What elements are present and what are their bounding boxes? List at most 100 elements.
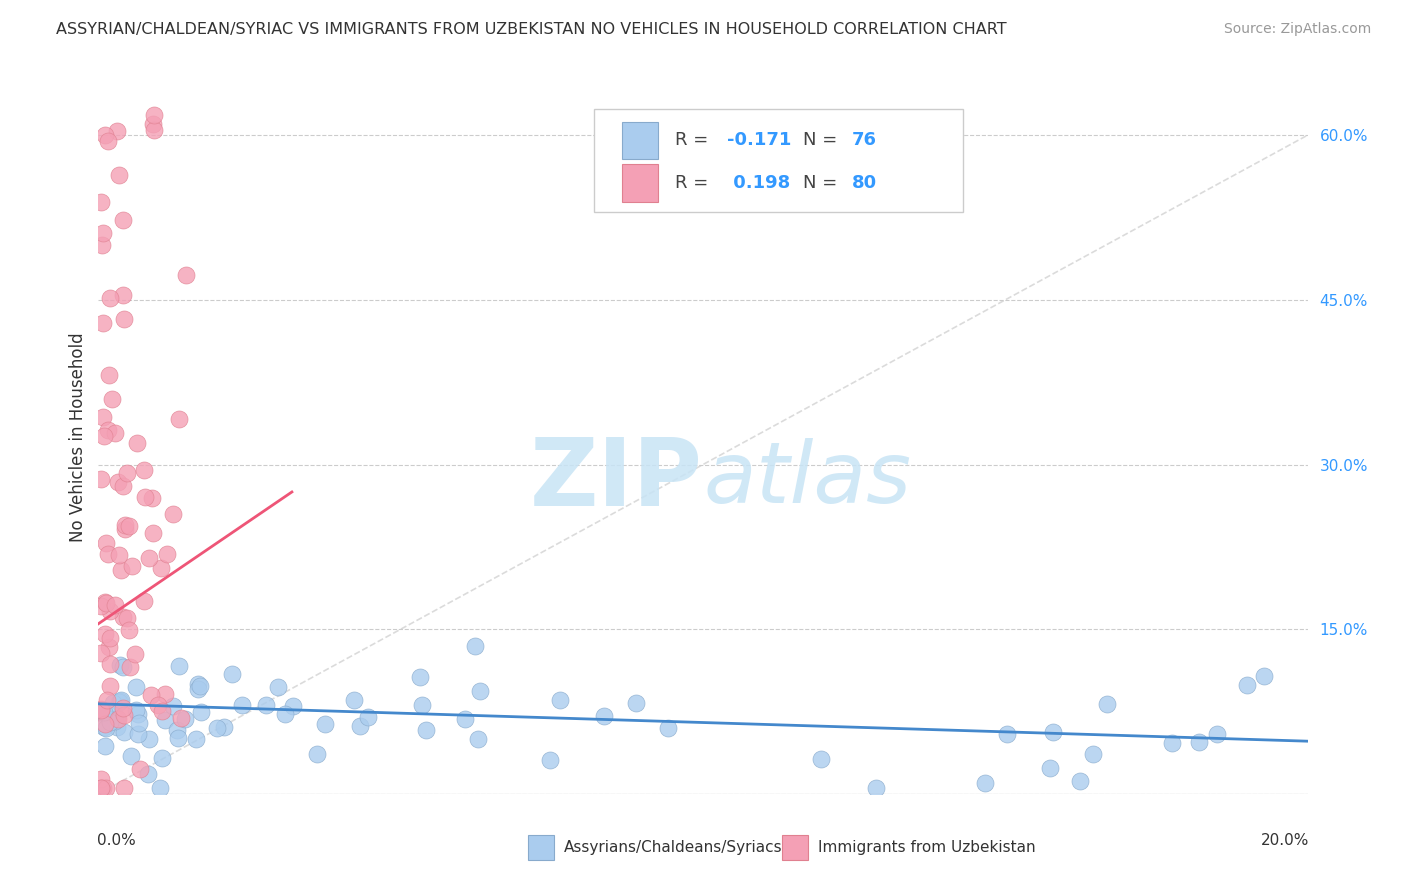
FancyBboxPatch shape <box>621 121 658 159</box>
Point <box>107 712 129 726</box>
Text: N =: N = <box>803 174 844 192</box>
Point <box>190 705 212 719</box>
Text: N =: N = <box>803 131 844 149</box>
Point <box>153 713 176 727</box>
Point <box>97 423 120 437</box>
Point <box>153 687 176 701</box>
Point <box>810 752 832 766</box>
Point <box>90 772 112 786</box>
Point <box>94 717 117 731</box>
Point <box>187 677 209 691</box>
Point <box>93 706 115 721</box>
Point <box>105 711 128 725</box>
Point <box>149 781 172 796</box>
Point <box>454 712 477 726</box>
Point <box>267 680 290 694</box>
Point <box>121 558 143 573</box>
Point <box>124 647 146 661</box>
Point <box>141 491 163 505</box>
Point <box>94 128 117 142</box>
FancyBboxPatch shape <box>595 109 963 212</box>
Point <box>1206 727 1229 741</box>
Point <box>91 780 114 795</box>
Point <box>127 727 149 741</box>
Point <box>136 767 159 781</box>
Point <box>1161 736 1184 750</box>
Point <box>98 291 121 305</box>
Y-axis label: No Vehicles in Household: No Vehicles in Household <box>69 332 87 542</box>
Point <box>93 705 115 719</box>
Point <box>343 693 366 707</box>
Text: R =: R = <box>675 174 714 192</box>
Point <box>127 706 149 721</box>
Point <box>107 695 129 709</box>
Point <box>107 475 129 490</box>
Point <box>91 237 114 252</box>
Point <box>134 490 156 504</box>
Point <box>254 698 277 712</box>
Point <box>94 721 117 735</box>
Point <box>97 547 120 561</box>
Point <box>93 429 115 443</box>
Point <box>205 721 228 735</box>
Point <box>93 720 115 734</box>
Point <box>995 727 1018 741</box>
Point <box>169 658 191 673</box>
Point <box>114 517 136 532</box>
Point <box>162 507 184 521</box>
Point <box>128 762 150 776</box>
Point <box>98 714 121 729</box>
Point <box>624 696 647 710</box>
Point <box>138 731 160 746</box>
Point <box>115 611 138 625</box>
Point <box>128 716 150 731</box>
Point <box>865 781 887 796</box>
Point <box>156 547 179 561</box>
Point <box>409 670 432 684</box>
Point <box>125 436 148 450</box>
Point <box>93 627 115 641</box>
Text: Immigrants from Uzbekistan: Immigrants from Uzbekistan <box>818 840 1035 855</box>
Point <box>112 781 135 796</box>
Point <box>1039 761 1062 775</box>
Point <box>188 679 211 693</box>
Point <box>117 623 139 637</box>
FancyBboxPatch shape <box>527 835 554 860</box>
Point <box>94 595 117 609</box>
Point <box>411 698 433 712</box>
Point <box>112 478 135 492</box>
Text: atlas: atlas <box>703 438 911 522</box>
Point <box>94 739 117 753</box>
Point <box>98 657 121 671</box>
Point <box>314 716 336 731</box>
Point <box>98 631 121 645</box>
Point <box>110 657 132 672</box>
Text: Source: ZipAtlas.com: Source: ZipAtlas.com <box>1223 22 1371 37</box>
Point <box>349 719 371 733</box>
Point <box>467 732 489 747</box>
Point <box>464 639 486 653</box>
Point <box>150 704 173 718</box>
Point <box>118 519 141 533</box>
Point <box>167 412 190 426</box>
Point <box>94 535 117 549</box>
Point <box>111 701 134 715</box>
Point <box>110 563 132 577</box>
Point <box>974 776 997 790</box>
Text: ASSYRIAN/CHALDEAN/SYRIAC VS IMMIGRANTS FROM UZBEKISTAN NO VEHICLES IN HOUSEHOLD : ASSYRIAN/CHALDEAN/SYRIAC VS IMMIGRANTS F… <box>56 22 1007 37</box>
Point <box>101 392 124 406</box>
Point <box>142 117 165 131</box>
Point <box>141 688 163 702</box>
Text: 20.0%: 20.0% <box>1260 833 1309 848</box>
Point <box>90 195 112 210</box>
Point <box>91 226 114 240</box>
Point <box>1042 725 1064 739</box>
Point <box>91 317 114 331</box>
Point <box>97 640 120 654</box>
Point <box>97 368 120 383</box>
Point <box>184 732 207 747</box>
Text: Assyrians/Chaldeans/Syriacs: Assyrians/Chaldeans/Syriacs <box>564 840 783 855</box>
Point <box>90 701 112 715</box>
Point <box>108 169 131 183</box>
Point <box>94 596 117 610</box>
